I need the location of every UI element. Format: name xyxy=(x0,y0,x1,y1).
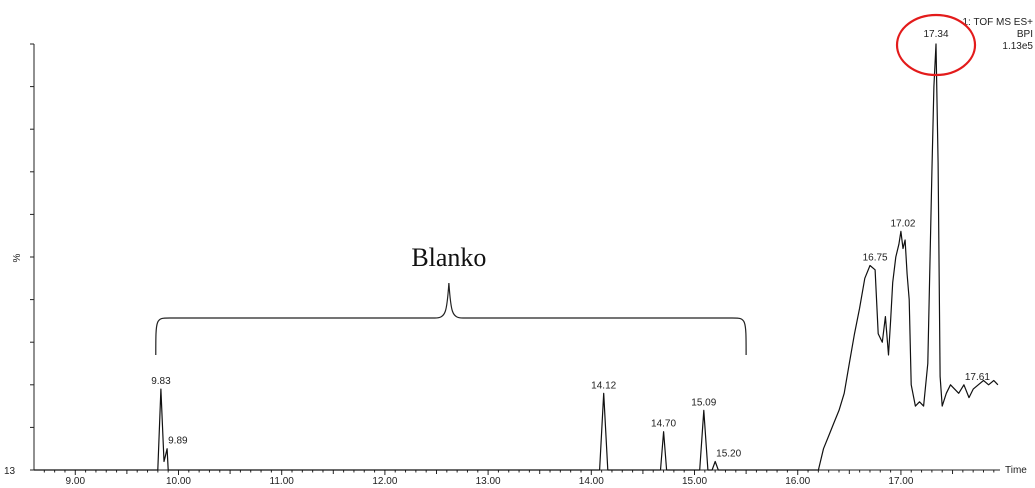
x-tick-label: 12.00 xyxy=(372,476,397,487)
peak-label: 17.61 xyxy=(965,372,990,383)
x-axis-label: Time xyxy=(1005,465,1027,476)
header-block: 1: TOF MS ES+ BPI 1.13e5 xyxy=(963,17,1034,52)
x-tick-label: 15.00 xyxy=(682,476,707,487)
x-tick-label: 9.00 xyxy=(66,476,86,487)
peak-label: 9.89 xyxy=(168,436,188,447)
x-tick-label: 16.00 xyxy=(785,476,810,487)
peak-label: 16.75 xyxy=(863,253,888,264)
peak-label: 14.12 xyxy=(591,380,616,391)
highlight-circle xyxy=(895,13,977,77)
peak-label: 9.83 xyxy=(151,376,171,387)
y-axis-ticks xyxy=(30,43,34,471)
x-tick-label: 14.00 xyxy=(579,476,604,487)
series-line xyxy=(34,43,999,471)
x-axis-ticks: 9.00 10.00 11.00 12.00 13.00 14.00 15.00 16.00 1… xyxy=(43,470,995,487)
x-tick-label: 10.00 xyxy=(166,476,191,487)
blanko-label: Blanko xyxy=(411,243,486,272)
y-origin-label: 13 xyxy=(4,466,16,477)
peak-label: 17.34 xyxy=(923,29,948,40)
blanko-annotation: Blanko xyxy=(155,243,747,356)
peak-labels: 9.83 9.89 14.12 14.70 15.09 15.20 16.75 17.02 17… xyxy=(151,29,990,459)
header-line-2: BPI xyxy=(1017,29,1033,40)
peak-label: 15.09 xyxy=(691,397,716,408)
x-tick-label: 11.00 xyxy=(270,476,295,487)
blanko-brace xyxy=(155,282,747,356)
peak-label: 15.20 xyxy=(716,448,741,459)
x-tick-label: 17.00 xyxy=(888,476,913,487)
header-line-1: 1: TOF MS ES+ xyxy=(963,17,1034,28)
y-axis-label: % xyxy=(12,253,23,262)
peak-label: 14.70 xyxy=(651,419,676,430)
header-line-3: 1.13e5 xyxy=(1002,41,1033,52)
x-tick-label: 13.00 xyxy=(476,476,501,487)
peak-label: 17.02 xyxy=(890,218,915,229)
